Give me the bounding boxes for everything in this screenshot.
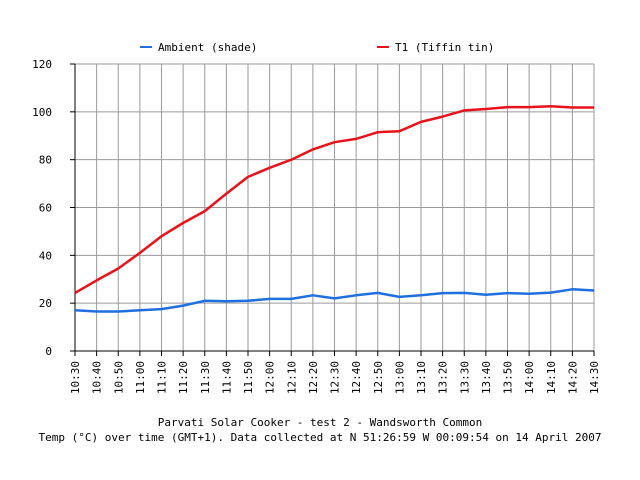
y-tick-label: 100 [32,106,52,119]
x-tick-label: 10:50 [112,361,125,394]
x-tick-label: 11:10 [156,361,169,394]
axes [70,63,595,356]
x-tick-label: 14:10 [545,361,558,394]
series-line-t1 [74,105,594,294]
x-tick-label: 14:30 [588,361,601,394]
x-tick-label: 11:00 [134,361,147,394]
series-lines [74,105,595,313]
x-tick-labels: 10:30 10:40 10:50 11:00 11:10 11:20 11:30 11:40… [69,361,601,394]
x-tick-label: 13:00 [393,361,406,394]
x-tick-label: 10:30 [69,361,82,394]
y-tick-label: 60 [39,202,52,215]
y-tick-label: 0 [45,345,52,358]
x-tick-label: 13:10 [415,361,428,394]
x-tick-label: 13:30 [458,361,471,394]
legend: Ambient (shade) T1 (Tiffin tin) [140,41,494,54]
x-tick-label: 12:30 [329,361,342,394]
x-tick-label: 12:40 [350,361,363,394]
x-tick-label: 14:20 [566,361,579,394]
y-tick-label: 40 [39,249,52,262]
x-tick-label: 13:20 [437,361,450,394]
x-tick-label: 13:50 [502,361,515,394]
x-tick-label: 12:00 [264,361,277,394]
y-tick-label: 80 [39,154,52,167]
x-tick-label: 12:20 [307,361,320,394]
x-tick-label: 11:20 [177,361,190,394]
y-tick-label: 120 [32,58,52,71]
legend-label-t1: T1 (Tiffin tin) [395,41,494,54]
y-tick-labels: 0 20 40 60 80 100 120 [32,58,52,358]
chart-subtitle: Temp (°C) over time (GMT+1). Data collec… [39,431,602,444]
x-tick-label: 14:00 [523,361,536,394]
chart-title: Parvati Solar Cooker - test 2 - Wandswor… [158,416,483,429]
x-tick-label: 13:40 [480,361,493,394]
x-tick-label: 10:40 [91,361,104,394]
x-tick-label: 12:50 [372,361,385,394]
x-tick-label: 11:30 [199,361,212,394]
series-line-ambient [74,288,595,313]
x-tick-label: 11:40 [220,361,233,394]
grid [74,63,595,352]
y-tick-label: 20 [39,297,52,310]
legend-label-ambient: Ambient (shade) [158,41,257,54]
x-tick-label: 12:10 [285,361,298,394]
x-tick-label: 11:50 [242,361,255,394]
